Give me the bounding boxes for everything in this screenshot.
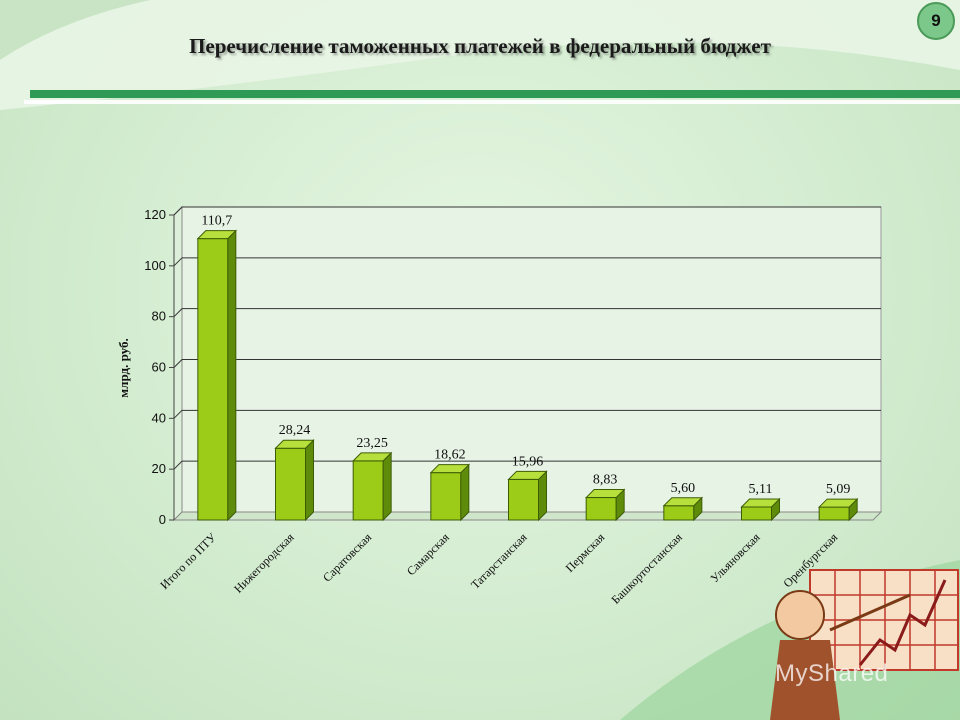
bar-top: [662, 497, 704, 507]
value-label: 18,62: [434, 448, 466, 463]
value-label: 5,09: [826, 482, 851, 497]
bar-top: [507, 470, 548, 480]
top-swoosh: [0, 0, 960, 110]
gridline: [173, 257, 881, 267]
value-label: 110,7: [201, 214, 232, 229]
watermark-text: MyShared: [775, 660, 889, 687]
gridline: [173, 460, 881, 470]
growth-clipart-icon: [770, 569, 959, 720]
x-tick-label: Башкортостанская: [608, 530, 685, 607]
bar-top: [740, 498, 781, 508]
x-axis-labels: Итого по ПТУ Нижегородская Саратовская Сама…: [157, 530, 840, 607]
bar: [740, 497, 781, 522]
bar-front: [508, 478, 539, 521]
x-tick-label: Оренбургская: [780, 530, 840, 590]
x-tick-label: Итого по ПТУ: [157, 530, 219, 592]
gridline: [173, 206, 881, 216]
bar-front: [818, 506, 850, 521]
gridline: [173, 308, 881, 318]
value-label: 28,24: [279, 423, 311, 438]
bars: [196, 229, 859, 522]
accent-bar: [30, 90, 960, 98]
bar-front: [741, 506, 772, 521]
bar-side: [382, 451, 392, 522]
bar: [274, 439, 315, 522]
bar: [507, 470, 548, 522]
bar-front: [663, 505, 695, 521]
y-axis: 0 20 40 60 80 100 120: [144, 207, 175, 527]
bar-side: [227, 229, 237, 522]
bar-top: [584, 489, 626, 499]
gridline: [173, 359, 881, 368]
bar-front: [352, 460, 384, 521]
x-tick-label: Саратовская: [320, 530, 375, 585]
y-tick-label: 80: [152, 309, 166, 324]
bar-front: [275, 447, 306, 521]
x-tick-label: Нижегородская: [231, 530, 297, 596]
y-tick-label: 40: [152, 410, 166, 425]
bar-front: [430, 472, 462, 521]
x-tick-label: Пермская: [563, 530, 608, 575]
y-tick-label: 100: [144, 258, 166, 273]
bar: [817, 497, 859, 522]
bar-top: [274, 439, 315, 449]
bar: [584, 488, 626, 522]
bar-front: [197, 238, 229, 521]
gridline: [173, 409, 881, 419]
bar-top: [351, 452, 393, 462]
value-label: 8,83: [593, 473, 618, 488]
bar: [351, 451, 393, 522]
x-tick-label: Татарстанская: [468, 530, 530, 592]
y-tick-label: 60: [152, 360, 166, 375]
x-tick-label: Ульяновская: [707, 530, 762, 585]
value-label: 5,60: [671, 481, 696, 496]
slide-title: Перечисление таможенных платежей в федер…: [189, 34, 771, 58]
y-axis-title: млрд. руб.: [116, 338, 131, 397]
bar: [429, 463, 471, 522]
value-labels: 110,7 28,24 23,25 18,62 15,96 8,83 5,60 5,11 5,0…: [201, 214, 850, 497]
bar: [196, 229, 238, 522]
x-tick-label: Самарская: [404, 530, 452, 578]
bar-top: [429, 464, 471, 474]
left-swoosh: [0, 0, 150, 60]
bar-front: [585, 497, 617, 521]
y-tick-label: 120: [144, 207, 166, 222]
bar: [662, 496, 704, 522]
bar-side: [460, 463, 470, 522]
value-label: 5,11: [749, 482, 773, 497]
gridlines: [173, 206, 881, 470]
value-label: 23,25: [356, 436, 388, 451]
bar-top: [817, 498, 859, 508]
bar-side: [305, 439, 314, 522]
bar-top: [196, 230, 238, 240]
y-tick-label: 20: [152, 461, 166, 476]
y-tick-label: 0: [159, 512, 166, 527]
value-label: 15,96: [512, 454, 544, 469]
accent-bar-shadow: [24, 100, 960, 104]
page-number-badge: 9: [917, 2, 955, 40]
